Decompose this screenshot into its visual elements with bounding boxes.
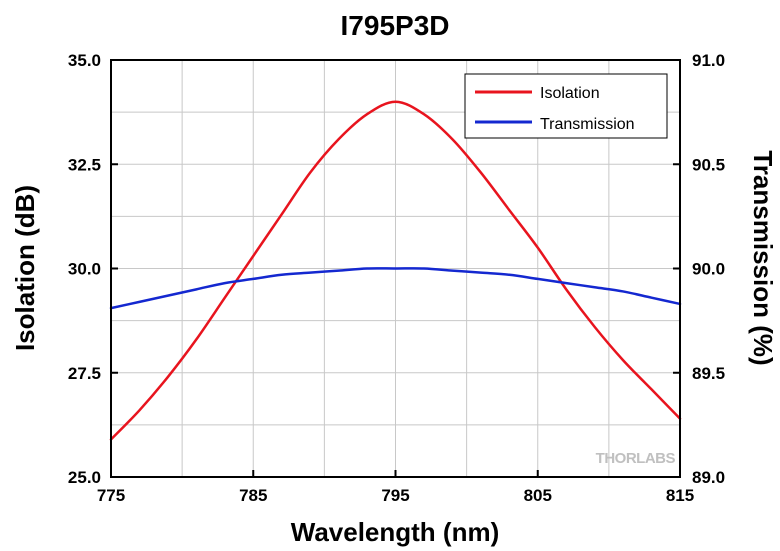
legend-label-transmission: Transmission	[540, 116, 635, 133]
series-line-isolation	[109, 100, 682, 441]
y-right-tick-label: 90.5	[692, 155, 725, 174]
y-left-tick-label: 32.5	[68, 155, 101, 174]
y-axis-left-title: Isolation (dB)	[10, 185, 40, 351]
x-tick-label: 795	[381, 486, 409, 505]
y-left-tick-label: 30.0	[68, 260, 101, 279]
tick-labels: 775 785 795 805 815 25.0 27.5 30.0 32.5 35.0 89.0 8…	[68, 51, 725, 505]
y-left-tick-label: 25.0	[68, 468, 101, 487]
legend-box	[464, 73, 668, 139]
watermark: THORLABS	[596, 450, 676, 467]
y-left-tick-label: 35.0	[68, 51, 101, 70]
legend-label-isolation: Isolation	[540, 85, 600, 102]
series-line-transmission	[109, 267, 682, 310]
legend: Isolation Transmission	[464, 73, 668, 139]
ticks	[110, 59, 681, 478]
x-tick-label: 805	[524, 486, 552, 505]
y-right-tick-label: 89.5	[692, 364, 725, 383]
y-axis-right-title: Transmission (%)	[748, 150, 778, 365]
series-layer	[109, 100, 682, 441]
x-axis-title: Wavelength (nm)	[291, 517, 499, 547]
y-right-tick-label: 90.0	[692, 260, 725, 279]
y-right-tick-label: 89.0	[692, 468, 725, 487]
y-left-tick-label: 27.5	[68, 364, 101, 383]
chart-title: I795P3D	[341, 10, 450, 41]
x-tick-label: 785	[239, 486, 267, 505]
y-right-tick-label: 91.0	[692, 51, 725, 70]
x-tick-label: 775	[97, 486, 125, 505]
x-tick-label: 815	[666, 486, 694, 505]
